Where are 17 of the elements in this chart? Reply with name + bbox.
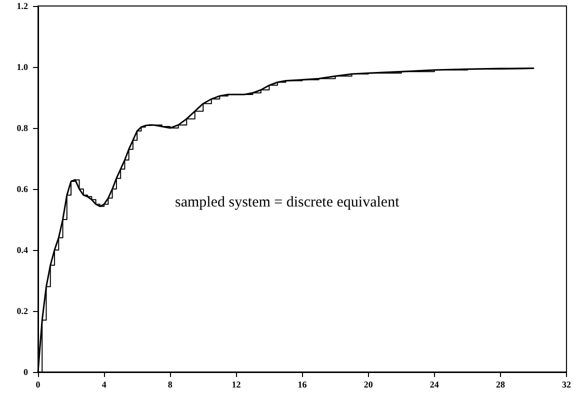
annotation: sampled system = discrete equivalent	[175, 194, 400, 210]
y-tick-label: 0.8	[16, 123, 28, 133]
x-tick-label: 16	[298, 380, 308, 390]
x-tick-label: 4	[102, 380, 107, 390]
x-tick-label: 24	[430, 380, 440, 390]
y-tick-label: 0.4	[16, 245, 28, 255]
x-tick-label: 12	[232, 380, 242, 390]
x-tick-label: 8	[168, 380, 173, 390]
y-tick-label: 0.2	[16, 306, 28, 316]
y-tick-label: 0	[24, 367, 28, 377]
x-tick-label: 0	[36, 380, 41, 390]
y-tick-label: 1.0	[16, 62, 28, 72]
y-tick-label: 1.2	[16, 1, 28, 11]
x-tick-label: 20	[364, 380, 374, 390]
x-tick-label: 28	[496, 380, 506, 390]
y-tick-label: 0.6	[16, 184, 28, 194]
x-tick-label: 32	[562, 380, 572, 390]
